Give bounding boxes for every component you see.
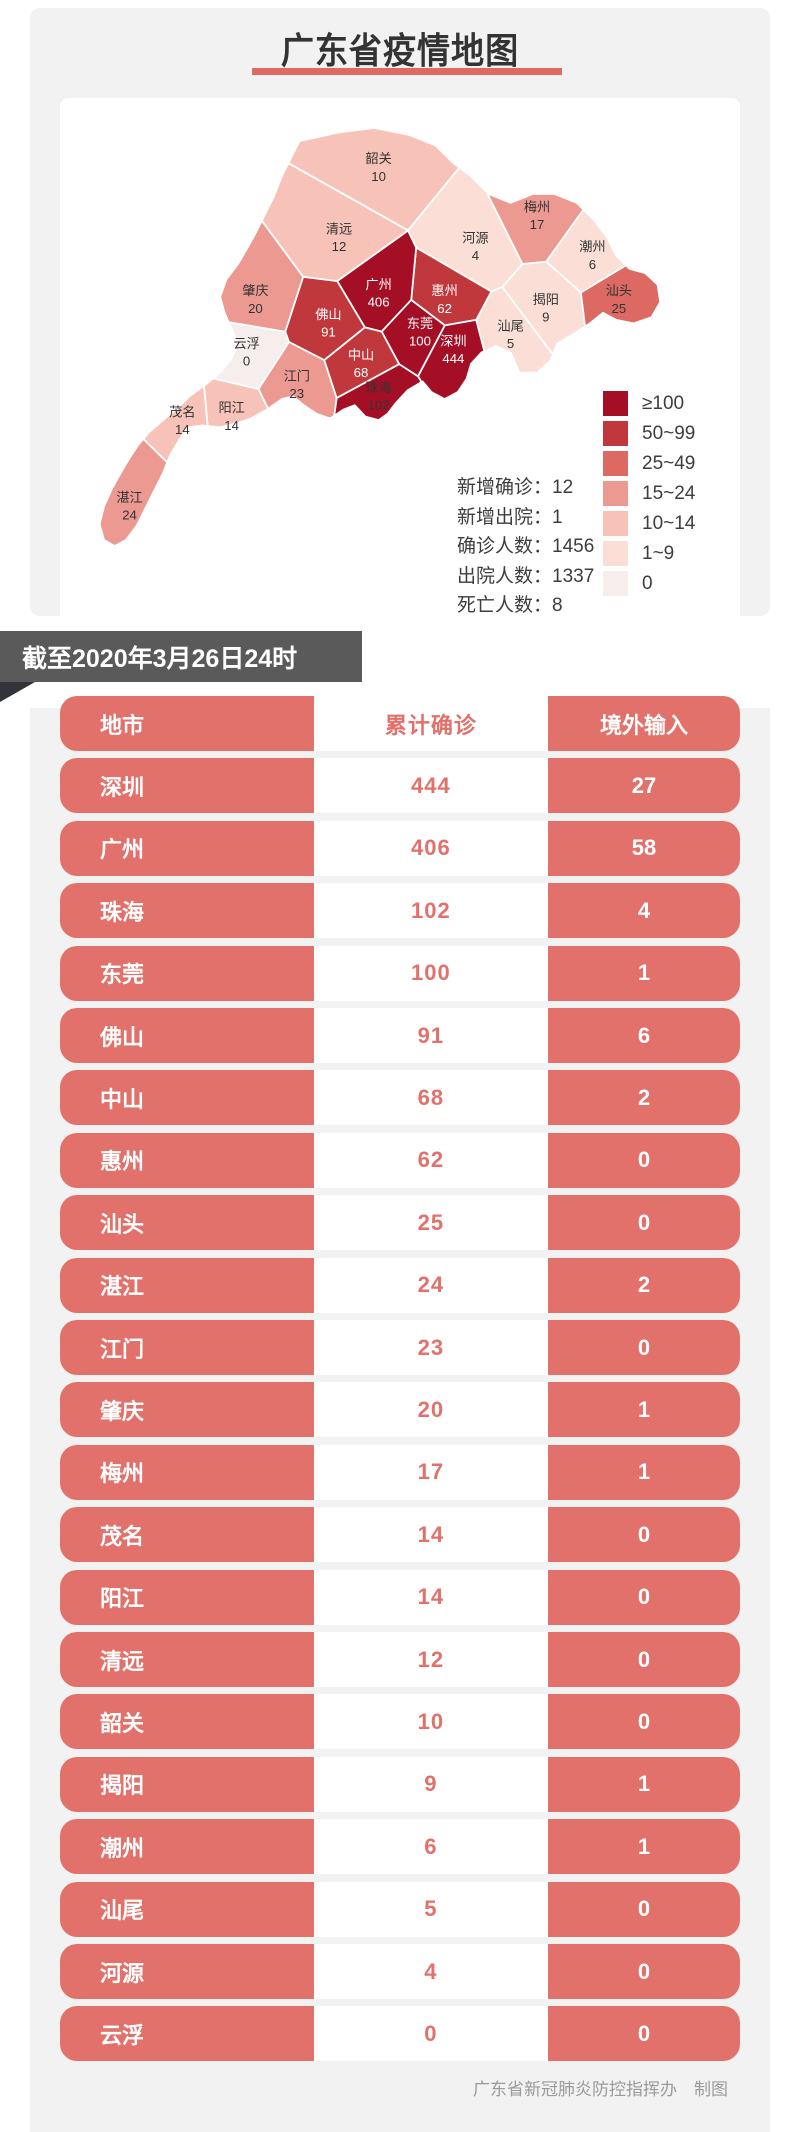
svg-text:5: 5 xyxy=(507,336,514,351)
svg-text:6: 6 xyxy=(589,257,596,272)
svg-text:62: 62 xyxy=(437,301,452,316)
svg-text:100: 100 xyxy=(409,333,431,348)
svg-text:23: 23 xyxy=(289,386,304,401)
svg-text:12: 12 xyxy=(332,239,347,254)
svg-text:10: 10 xyxy=(371,169,386,184)
svg-text:广州: 广州 xyxy=(365,277,391,292)
svg-text:惠州: 惠州 xyxy=(431,283,457,298)
svg-text:梅州: 梅州 xyxy=(524,200,550,215)
svg-text:清远: 清远 xyxy=(326,222,352,237)
svg-text:茂名: 茂名 xyxy=(169,405,195,420)
svg-text:河源: 河源 xyxy=(462,230,488,245)
svg-text:20: 20 xyxy=(248,301,263,316)
svg-text:17: 17 xyxy=(530,217,545,232)
svg-text:444: 444 xyxy=(442,351,464,366)
svg-text:佛山: 佛山 xyxy=(315,307,341,322)
svg-text:91: 91 xyxy=(321,325,336,340)
svg-text:汕尾: 汕尾 xyxy=(497,318,523,333)
svg-text:江门: 江门 xyxy=(284,369,310,384)
svg-text:湛江: 湛江 xyxy=(116,490,142,505)
svg-text:24: 24 xyxy=(122,508,137,523)
svg-text:潮州: 潮州 xyxy=(579,239,605,254)
svg-text:中山: 中山 xyxy=(348,347,374,362)
svg-text:揭阳: 揭阳 xyxy=(533,292,559,307)
svg-text:4: 4 xyxy=(472,248,479,263)
svg-text:102: 102 xyxy=(368,398,390,413)
svg-text:韶关: 韶关 xyxy=(365,151,391,166)
svg-text:汕头: 汕头 xyxy=(606,283,632,298)
svg-text:406: 406 xyxy=(368,295,390,310)
svg-text:珠海: 珠海 xyxy=(365,380,391,395)
svg-text:9: 9 xyxy=(542,310,549,325)
svg-text:14: 14 xyxy=(175,422,190,437)
svg-text:0: 0 xyxy=(243,354,250,369)
svg-text:68: 68 xyxy=(354,365,369,380)
svg-text:阳江: 阳江 xyxy=(218,400,244,415)
svg-text:肇庆: 肇庆 xyxy=(242,283,268,298)
svg-text:云浮: 云浮 xyxy=(233,336,259,351)
svg-text:14: 14 xyxy=(224,418,239,433)
svg-text:深圳: 深圳 xyxy=(440,333,466,348)
svg-text:25: 25 xyxy=(612,301,627,316)
svg-text:东莞: 东莞 xyxy=(407,316,433,331)
